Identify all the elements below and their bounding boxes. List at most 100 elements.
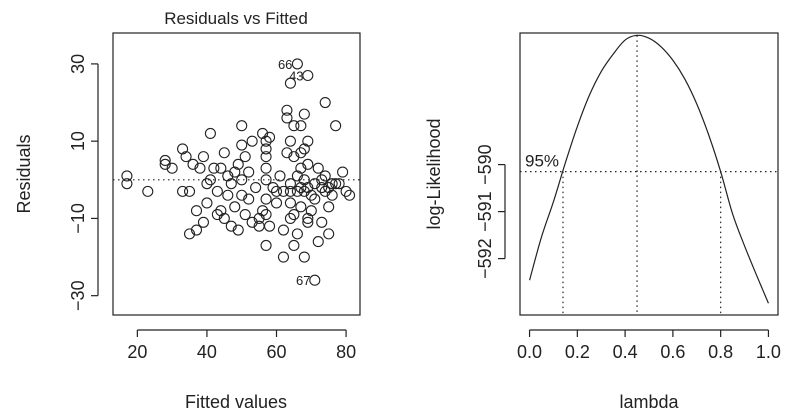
outlier-label-67: 67 <box>296 273 310 288</box>
residual-point <box>236 120 248 132</box>
residual-point <box>159 154 171 167</box>
residual-point <box>121 170 133 182</box>
residual-point <box>236 189 248 201</box>
residual-point <box>243 193 255 205</box>
residual-point <box>316 216 328 228</box>
residual-point <box>295 147 307 159</box>
residual-point <box>197 216 210 228</box>
lambda-x-tick-label: 1.0 <box>756 342 781 362</box>
residual-point <box>333 178 345 190</box>
residual-point <box>250 181 262 194</box>
residual-point <box>260 174 272 186</box>
outlier-label-66: 66 <box>278 57 292 72</box>
lambda-x-axis: 0.0 0.2 0.4 0.6 0.8 1.0 <box>517 329 781 362</box>
residual-point <box>302 212 314 224</box>
residual-point <box>222 189 234 201</box>
loglik-y-axis: −592 −591 −590 <box>475 144 506 279</box>
lambda-x-tick-label: 0.0 <box>517 342 542 362</box>
residual-point <box>232 224 244 236</box>
residual-point <box>236 139 248 151</box>
residual-point <box>229 201 241 213</box>
residual-point <box>302 181 314 194</box>
residual-point <box>204 127 216 139</box>
outlier-label-43: 43 <box>289 68 303 83</box>
residual-point <box>239 209 251 221</box>
loglik-y-axis-title: log-Likelihood <box>424 118 444 229</box>
residual-point <box>260 209 272 221</box>
residual-point <box>302 158 314 170</box>
residual-point <box>295 120 307 132</box>
residual-point <box>260 239 272 252</box>
residual-point <box>204 174 216 186</box>
residual-point <box>316 181 328 194</box>
lambda-x-tick-label: 0.6 <box>660 342 685 362</box>
residual-point <box>312 162 324 174</box>
residual-point <box>201 197 213 209</box>
residual-point <box>177 143 189 155</box>
residual-point <box>326 189 338 201</box>
residual-point <box>284 135 296 147</box>
residual-point <box>142 185 154 197</box>
residual-point <box>302 69 314 82</box>
residual-point <box>260 143 272 155</box>
residual-point <box>284 178 296 190</box>
residual-point <box>298 251 310 263</box>
residual-point <box>281 104 293 116</box>
residuals-y-tick-label: −10 <box>68 203 88 234</box>
residual-point <box>312 236 324 248</box>
loglik-curve <box>528 34 769 304</box>
residual-point <box>229 166 241 178</box>
residual-point <box>246 135 258 147</box>
residuals-plot-title: Residuals vs Fitted <box>164 9 308 28</box>
fitted-values-x-axis: 20 40 60 80 <box>127 329 356 362</box>
residual-point <box>232 158 244 170</box>
residual-point <box>260 193 272 205</box>
residuals-y-axis-title: Residuals <box>14 134 34 213</box>
loglik-plot-frame <box>519 32 779 316</box>
residual-point <box>305 205 317 217</box>
fitted-x-tick-label: 40 <box>197 342 217 362</box>
residual-point <box>246 216 258 228</box>
ci-reference-lines-group <box>520 35 778 315</box>
residual-point <box>323 228 335 240</box>
residual-point <box>295 201 307 213</box>
residual-point <box>298 143 310 155</box>
residual-point <box>225 178 237 190</box>
residual-point <box>239 151 251 163</box>
residuals-x-axis-title: Fitted values <box>185 392 287 412</box>
residual-point <box>263 131 276 143</box>
residual-point <box>267 181 279 194</box>
residual-point <box>284 212 296 224</box>
residual-point <box>159 158 171 170</box>
fitted-x-tick-label: 80 <box>336 342 356 362</box>
residual-point <box>274 170 286 182</box>
residual-points-group <box>121 58 356 286</box>
residual-point <box>257 127 269 139</box>
residual-point <box>243 166 255 178</box>
residual-point <box>291 170 303 182</box>
residual-point <box>260 162 272 174</box>
residual-point <box>215 205 227 217</box>
residual-point <box>302 216 314 228</box>
residuals-plot-frame <box>112 32 361 316</box>
residual-point <box>263 220 276 232</box>
residual-point <box>236 174 248 186</box>
residual-point <box>190 205 203 217</box>
residual-point <box>309 193 321 205</box>
residual-point <box>330 120 342 132</box>
residual-point <box>291 185 303 197</box>
loglik-y-tick-label: −592 <box>475 238 495 279</box>
residual-point <box>190 224 203 236</box>
residual-point <box>260 135 272 147</box>
boxcox-loglik-panel: 95% 0.0 0.2 0.4 0.6 0.8 1.0 −592 −591 −590 lamb… <box>424 32 781 412</box>
residual-point <box>288 209 300 221</box>
residual-point <box>284 77 296 89</box>
lambda-x-axis-title: lambda <box>619 392 679 412</box>
residual-point <box>225 220 237 232</box>
residual-point <box>291 58 303 70</box>
residual-point <box>253 212 265 224</box>
residual-point <box>295 181 307 194</box>
residual-point <box>298 174 310 186</box>
residual-point <box>295 162 307 174</box>
